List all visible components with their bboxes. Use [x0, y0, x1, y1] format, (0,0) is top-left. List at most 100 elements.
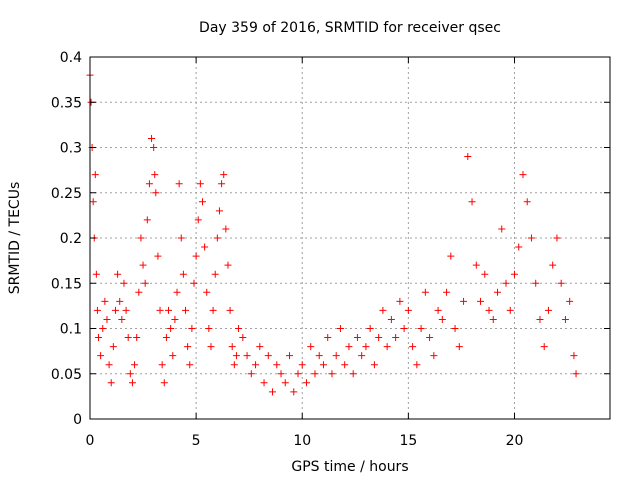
data-point [421, 288, 429, 296]
data-point [224, 261, 232, 269]
data-point [158, 361, 166, 369]
data-point [243, 352, 251, 360]
data-point [468, 198, 476, 206]
data-point [194, 216, 202, 224]
data-point [358, 352, 366, 360]
data-point [167, 325, 175, 332]
data-point [527, 234, 535, 242]
data-point [510, 270, 518, 278]
data-point [506, 306, 514, 314]
data-point [290, 388, 298, 396]
data-point [162, 334, 170, 342]
data-points [86, 71, 580, 396]
data-point [222, 225, 230, 233]
grid [90, 57, 610, 419]
data-point [447, 252, 455, 260]
data-point [97, 352, 105, 360]
data-point [409, 343, 417, 351]
data-point [228, 343, 236, 351]
data-point [128, 379, 136, 387]
data-point [349, 370, 357, 378]
data-point [515, 243, 523, 251]
x-tick-label: 0 [86, 433, 95, 449]
data-point [184, 343, 192, 351]
y-tick-label: 0.15 [51, 276, 82, 292]
data-point [383, 343, 391, 351]
data-point [116, 297, 124, 305]
data-point [460, 297, 468, 305]
data-point [256, 343, 264, 351]
data-point [260, 379, 268, 387]
data-point [298, 361, 306, 369]
data-point [203, 288, 211, 296]
data-point [150, 144, 158, 151]
x-tick-label: 10 [293, 433, 311, 449]
data-point [141, 279, 149, 287]
data-point [133, 334, 141, 342]
data-point [481, 270, 489, 278]
x-tick-label: 5 [192, 433, 201, 449]
y-tick-label: 0.35 [51, 95, 82, 111]
data-point [122, 306, 130, 314]
data-point [175, 180, 183, 188]
data-point [93, 306, 101, 314]
data-point [277, 370, 285, 378]
data-point [370, 361, 378, 369]
data-point [426, 334, 434, 342]
data-point [336, 325, 344, 332]
data-point [570, 352, 578, 360]
data-point [494, 288, 502, 296]
data-point [148, 134, 156, 142]
data-point [151, 171, 159, 179]
data-point [165, 306, 173, 314]
data-point [139, 261, 147, 269]
data-point [286, 352, 294, 360]
data-point [230, 361, 238, 369]
data-point [99, 325, 107, 332]
data-point [211, 270, 219, 278]
data-point [396, 297, 404, 305]
data-point [328, 370, 336, 378]
data-point [120, 279, 128, 287]
data-point [126, 370, 134, 378]
data-point [91, 171, 99, 179]
data-point [209, 306, 217, 314]
data-point [192, 252, 200, 260]
data-point [89, 198, 97, 206]
data-point [173, 288, 181, 296]
data-point [572, 370, 580, 378]
data-point [171, 315, 179, 323]
data-point [273, 361, 281, 369]
data-point [341, 361, 349, 369]
data-point [438, 315, 446, 323]
data-point [182, 306, 190, 314]
data-point [207, 343, 215, 351]
data-point [131, 361, 139, 369]
y-tick-label: 0 [73, 412, 82, 428]
data-point [205, 325, 213, 332]
data-point [201, 243, 209, 251]
data-point [540, 343, 548, 351]
data-point [269, 388, 277, 396]
data-point [156, 306, 164, 314]
data-point [523, 198, 531, 206]
data-point [319, 361, 327, 369]
data-point [196, 180, 204, 188]
data-point [502, 279, 510, 287]
data-point [430, 352, 438, 360]
y-tick-label: 0.4 [60, 50, 82, 66]
data-point [498, 225, 506, 233]
x-axis-label: GPS time / hours [291, 459, 408, 475]
data-point [387, 315, 395, 323]
x-tick-label: 20 [506, 433, 524, 449]
data-point [455, 343, 463, 351]
y-tick-label: 0.05 [51, 367, 82, 383]
data-point [218, 180, 226, 188]
data-point [549, 261, 557, 269]
chart-title: Day 359 of 2016, SRMTID for receiver qse… [199, 20, 501, 36]
data-point [124, 334, 132, 342]
data-point [135, 288, 143, 296]
data-point [553, 234, 561, 242]
